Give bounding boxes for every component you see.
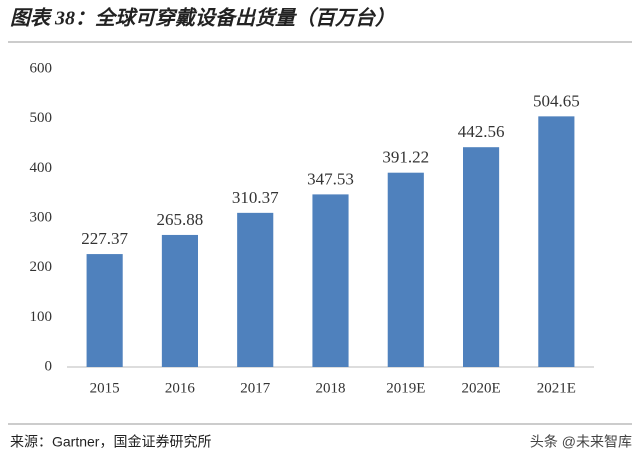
bar (86, 254, 123, 367)
chart-title: 图表 38：全球可穿戴设备出货量（百万台） (10, 7, 395, 30)
source-note: 来源：Gartner，国金证券研究所 (10, 434, 211, 450)
x-tick-label: 2021E (537, 380, 576, 396)
x-tick-label: 2018 (316, 380, 346, 396)
value-label: 310.37 (232, 188, 279, 207)
value-label: 265.88 (157, 210, 204, 229)
y-tick-label: 100 (30, 309, 53, 325)
bar (161, 234, 198, 367)
value-label: 504.65 (533, 91, 580, 110)
x-tick-label: 2019E (386, 380, 425, 396)
bar (312, 194, 349, 367)
y-tick-label: 600 (30, 60, 53, 76)
y-tick-label: 300 (30, 209, 53, 225)
x-tick-label: 2020E (461, 380, 500, 396)
bar (387, 172, 424, 367)
watermark: 头条 @未来智库 (530, 434, 632, 450)
bar (237, 212, 274, 367)
value-label: 391.22 (382, 148, 429, 167)
x-tick-label: 2015 (90, 380, 120, 396)
bar (538, 116, 575, 367)
x-tick-label: 2016 (165, 380, 196, 396)
y-tick-label: 0 (45, 358, 53, 374)
y-tick-label: 500 (30, 110, 53, 126)
bar (463, 147, 500, 367)
x-tick-label: 2017 (240, 380, 271, 396)
value-label: 227.37 (81, 229, 128, 248)
y-tick-label: 400 (30, 160, 53, 176)
value-label: 442.56 (458, 122, 505, 141)
value-label: 347.53 (307, 169, 354, 188)
y-tick-label: 200 (30, 259, 53, 275)
